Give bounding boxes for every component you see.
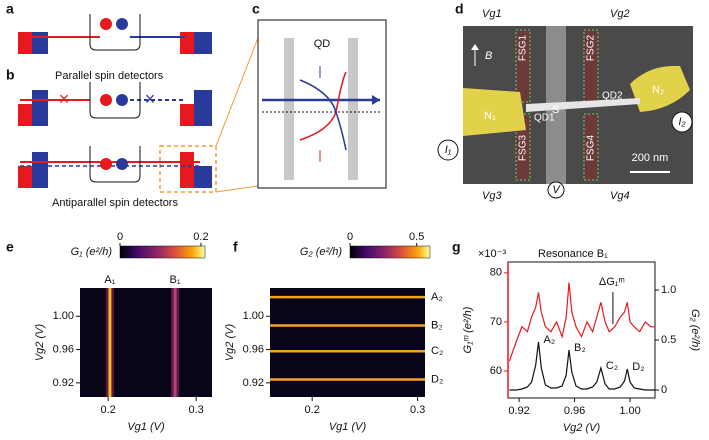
y2-tick-label: 0: [661, 384, 667, 396]
exponent-label: ×10⁻³: [478, 248, 506, 260]
colorbar-tick-label: 0.2: [193, 231, 208, 243]
x-axis-label: Vg1 (V): [127, 421, 165, 433]
chart-title: Resonance B₁: [538, 248, 608, 260]
y-tick-label: 80: [490, 267, 502, 279]
gate-label: FSG1: [518, 35, 529, 62]
data-line: [509, 341, 655, 391]
y-axis-label: Vg2 (V): [224, 324, 236, 362]
gate-voltage: Vg4: [610, 190, 630, 202]
heatmap-background: [80, 288, 212, 397]
peak-label: C₂: [431, 345, 443, 357]
micrograph: [437, 26, 693, 199]
diagram-caption: Antiparallel spin detectors: [52, 197, 178, 209]
x-axis-label: Vg2 (V): [563, 422, 601, 434]
colorbar-label: G₂ (e²/h): [300, 246, 342, 258]
y-tick-label: 1.00: [53, 310, 74, 322]
panel-label: d: [455, 1, 464, 17]
diagram-c: [257, 19, 387, 189]
y-tick-label: 1.00: [243, 310, 264, 322]
lead-label: N₁: [484, 110, 496, 122]
x-tick-label: 1.00: [619, 405, 640, 417]
dot-label: QD2: [602, 91, 623, 102]
y-axis-label: G₁ᵐ (e²/h): [462, 306, 474, 353]
peak-label: A₁: [104, 274, 115, 286]
colorbar: [349, 245, 431, 259]
scale-bar-label: 200 nm: [632, 152, 669, 164]
y-tick-label: 0.96: [53, 343, 74, 355]
colorbar-tick-label: 0: [347, 231, 353, 243]
panel-label: g: [452, 239, 461, 255]
voltage-label: V: [552, 184, 561, 196]
peak-label: D₂: [632, 361, 644, 373]
x-axis-label: Vg1 (V): [329, 421, 367, 433]
peak-label: B₂: [574, 342, 586, 354]
y2-tick-label: 1.0: [661, 284, 676, 296]
x-tick-label: 0.2: [101, 404, 116, 416]
diagram-title: Parallel spin detectors: [55, 70, 164, 82]
x-tick-label: 0.3: [189, 404, 204, 416]
y-axis-label: Vg2 (V): [34, 324, 46, 362]
gate-label: FSG4: [586, 135, 597, 162]
panel-label: b: [6, 67, 15, 83]
x-tick-label: 0.2: [305, 404, 320, 416]
data-line: [508, 282, 655, 362]
y-tick-label: 70: [490, 316, 502, 328]
x-tick-label: 0.96: [564, 405, 585, 417]
plot-frame: [507, 261, 656, 399]
field-label: B: [485, 50, 492, 62]
peak-label: D₂: [431, 373, 443, 385]
dot-label: QD1: [534, 113, 555, 124]
svg-text:×: ×: [145, 89, 156, 109]
x-tick-label: 0.92: [508, 405, 529, 417]
panel-label: e: [6, 239, 14, 255]
colorbar-tick-label: 0.5: [409, 231, 424, 243]
current-label: I₂: [678, 116, 686, 128]
peak-label: C₂: [606, 360, 618, 372]
diagram-label: QD: [314, 38, 331, 50]
diagram-a: [18, 14, 212, 54]
gate-voltage: Vg2: [610, 8, 630, 20]
panel-label: a: [6, 1, 14, 17]
gate-voltage: Vg1: [482, 8, 502, 20]
gate-voltage: Vg3: [482, 190, 502, 202]
y-tick-label: 60: [490, 365, 502, 377]
gate-label: FSG2: [586, 35, 597, 62]
panel-label: f: [233, 239, 238, 255]
svg-text:×: ×: [59, 89, 70, 109]
y2-tick-label: 0.5: [661, 334, 676, 346]
annotation: ΔG₁ᵐ: [599, 276, 625, 288]
y-tick-label: 0.96: [243, 343, 264, 355]
colorbar: [119, 245, 206, 259]
colorbar-label: G₁ (e²/h): [71, 246, 113, 258]
x-tick-label: 0.3: [410, 404, 425, 416]
lead-label: N₂: [652, 84, 664, 96]
y-tick-label: 0.92: [243, 377, 264, 389]
peak-label: B₁: [170, 274, 181, 286]
y2-axis-label: G₂ (e²/h): [689, 309, 701, 351]
y-tick-label: 0.92: [53, 377, 74, 389]
peak-label: A₂: [544, 334, 556, 346]
peak-label: A₂: [431, 291, 443, 303]
gate-label: FSG3: [518, 135, 529, 162]
source-label: S: [552, 104, 559, 116]
colorbar-tick-label: 0: [117, 231, 123, 243]
current-label: I₁: [445, 144, 452, 156]
peak-label: B₂: [431, 319, 443, 331]
panel-label: c: [252, 1, 260, 17]
diagram-b: × ×: [18, 37, 259, 193]
